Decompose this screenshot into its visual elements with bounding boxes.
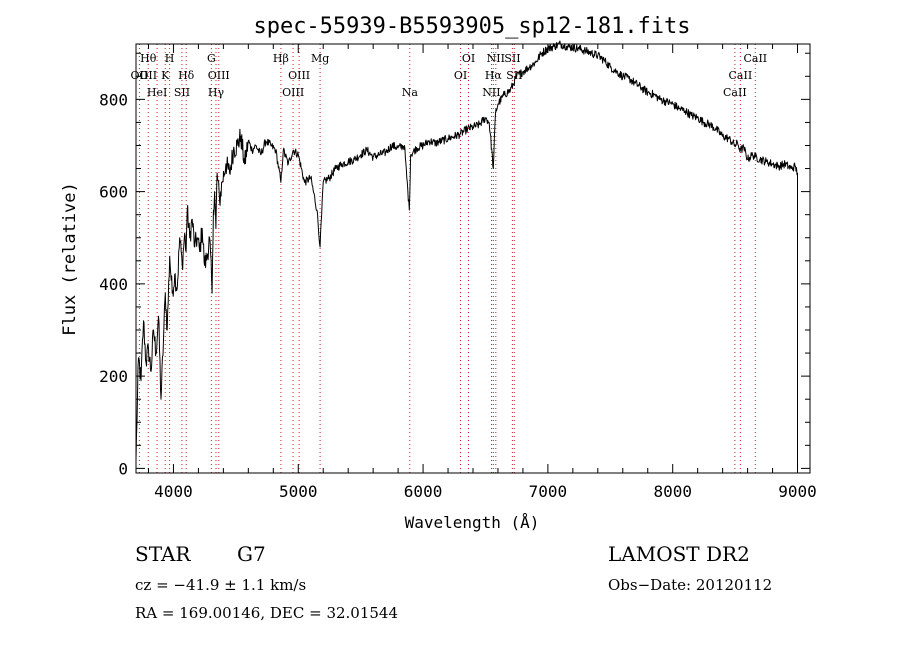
x-tick-label: 6000 bbox=[404, 482, 443, 501]
line-label: Hα bbox=[485, 69, 503, 82]
line-label: CaII bbox=[743, 52, 767, 65]
line-label: Hθ bbox=[140, 52, 157, 65]
line-label: Na bbox=[402, 86, 419, 99]
line-label: Hδ bbox=[178, 69, 195, 82]
line-label: CaII bbox=[729, 69, 753, 82]
line-label: SII bbox=[174, 86, 190, 99]
y-tick-label: 600 bbox=[99, 183, 128, 202]
x-axis-label: Wavelength (Å) bbox=[405, 513, 540, 532]
object-class: STAR bbox=[135, 542, 191, 566]
observation-date: Obs−Date: 20120112 bbox=[608, 576, 773, 594]
survey-name: LAMOST DR2 bbox=[608, 542, 750, 566]
line-label: NII bbox=[487, 52, 505, 65]
x-tick-label: 5000 bbox=[279, 482, 318, 501]
line-label: K bbox=[161, 69, 170, 82]
line-label: OI bbox=[462, 52, 475, 65]
series-group bbox=[135, 40, 798, 469]
line-label: HeI bbox=[147, 86, 167, 99]
y-tick-label: 400 bbox=[99, 275, 128, 294]
line-label: Hβ bbox=[273, 52, 289, 65]
line-label: G bbox=[207, 52, 216, 65]
line-label: OII bbox=[139, 69, 157, 82]
axes: 4000 5000 6000 7000 8000 9000 0 200 400 600 800 bbox=[99, 43, 817, 501]
line-markers bbox=[138, 44, 756, 473]
redshift-velocity: cz = −41.9 ± 1.1 km/s bbox=[135, 576, 307, 594]
line-label: CaII bbox=[723, 86, 747, 99]
y-axis-label: Flux (relative) bbox=[60, 182, 80, 336]
line-label: OIII bbox=[208, 69, 230, 82]
spectrum-line bbox=[135, 40, 798, 469]
plot-frame bbox=[135, 43, 811, 474]
y-tick-label: 200 bbox=[99, 367, 128, 386]
object-subclass: G7 bbox=[237, 542, 266, 566]
chart-title: spec-55939-B5593905_sp12-181.fits bbox=[253, 14, 690, 39]
line-label: H bbox=[165, 52, 175, 65]
line-label: SII bbox=[506, 69, 522, 82]
line-label: OI bbox=[454, 69, 467, 82]
line-label: OIII bbox=[288, 69, 310, 82]
line-label: OII bbox=[131, 69, 149, 82]
line-label: NII bbox=[482, 86, 500, 99]
x-tick-label: 9000 bbox=[778, 482, 817, 501]
line-labels: OIIHθOIIHeIKHSIIHδGHγOIIIHβOIIIOIIIMgNaO… bbox=[131, 52, 768, 99]
line-label: Hγ bbox=[208, 86, 225, 99]
x-tick-label: 7000 bbox=[529, 482, 568, 501]
x-tick-label: 4000 bbox=[154, 482, 193, 501]
coordinates: RA = 169.00146, DEC = 32.01544 bbox=[135, 604, 399, 622]
line-label: SII bbox=[504, 52, 520, 65]
y-tick-label: 800 bbox=[99, 90, 128, 109]
y-tick-label: 0 bbox=[118, 459, 128, 478]
line-label: OIII bbox=[282, 86, 304, 99]
line-label: Mg bbox=[311, 52, 329, 65]
x-tick-label: 8000 bbox=[653, 482, 692, 501]
